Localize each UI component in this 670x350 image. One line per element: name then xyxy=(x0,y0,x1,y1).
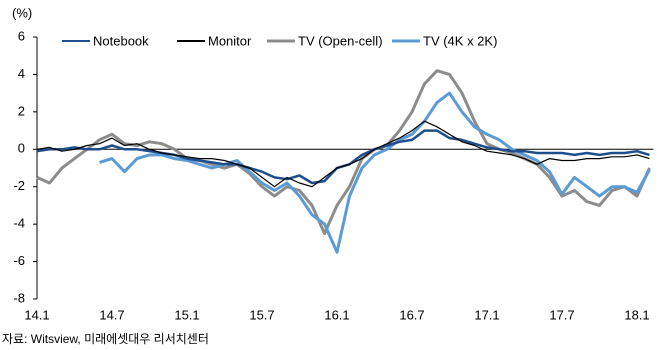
series-line xyxy=(36,129,650,185)
x-tick-label: 17.7 xyxy=(549,307,574,322)
x-tick-label: 16.1 xyxy=(324,307,349,322)
y-tick-label: -6 xyxy=(13,253,25,268)
legend-label: Notebook xyxy=(93,33,149,48)
series-line xyxy=(36,120,650,188)
series-line xyxy=(99,91,651,254)
y-tick-label: -8 xyxy=(13,290,25,305)
x-tick-label: 14.1 xyxy=(24,307,49,322)
y-tick-label: -2 xyxy=(13,178,25,193)
x-tick-label: 17.1 xyxy=(474,307,499,322)
x-tick-label: 14.7 xyxy=(99,307,124,322)
legend-label: TV (4K x 2K) xyxy=(423,33,497,48)
y-tick-label: 2 xyxy=(18,103,25,118)
source-note: 자료: Witsview, 미래에셋대우 리서치센터 xyxy=(2,332,209,346)
legend-label: TV (Open-cell) xyxy=(298,33,383,48)
x-tick-label: 16.7 xyxy=(399,307,424,322)
y-tick-label: 6 xyxy=(18,28,25,43)
x-tick-label: 18.1 xyxy=(624,307,649,322)
x-tick-label: 15.7 xyxy=(249,307,274,322)
x-tick-label: 15.1 xyxy=(174,307,199,322)
y-tick-label: 4 xyxy=(18,66,25,81)
y-axis-label: (%) xyxy=(12,5,32,20)
y-tick-label: -4 xyxy=(13,216,25,231)
y-tick-label: 0 xyxy=(18,141,25,156)
legend-label: Monitor xyxy=(208,33,252,48)
